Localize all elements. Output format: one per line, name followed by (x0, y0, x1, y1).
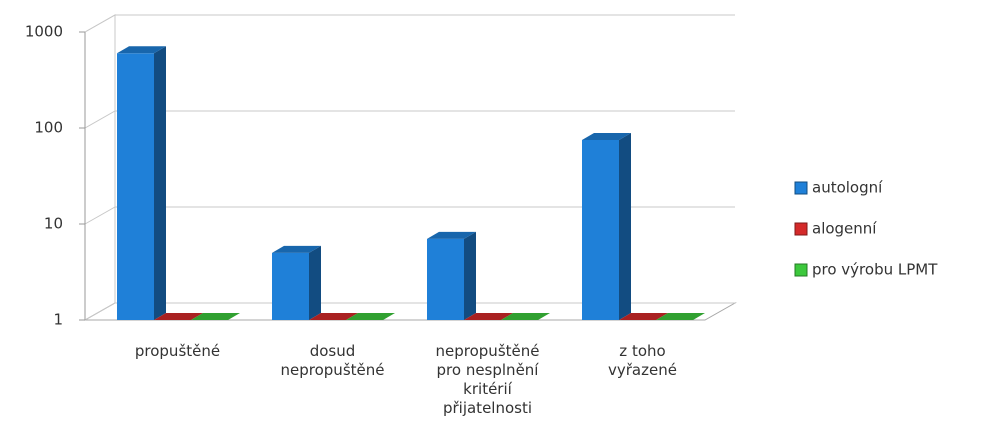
legend-swatch (794, 263, 808, 277)
bar-top (582, 132, 631, 140)
bar-top (272, 245, 321, 253)
x-tick-label: dosud nepropuštěné (280, 342, 385, 379)
bar-front (582, 139, 619, 320)
bar-top (619, 313, 668, 320)
grid-line (84, 14, 735, 33)
bar-top (191, 313, 240, 320)
legend-swatch (794, 222, 808, 236)
y-tick-label: 1 (53, 311, 63, 329)
grid-line (84, 110, 735, 129)
legend-label: pro výrobu LPMT (812, 261, 938, 279)
back-wall (84, 14, 116, 321)
bar-top (464, 313, 513, 320)
bar-top (117, 46, 166, 54)
y-tick-label: 1000 (25, 23, 63, 41)
x-tick-label: nepropuštěné pro nesplnění kritérií přij… (435, 342, 540, 417)
bar-front (427, 238, 464, 320)
bar-side (154, 46, 166, 320)
bar-top (501, 313, 550, 320)
bar-top (427, 231, 476, 239)
bar-front (117, 53, 154, 320)
bar-top (309, 313, 358, 320)
bar-top (154, 313, 203, 320)
bar-top (346, 313, 395, 320)
legend-label: autologní (812, 179, 883, 197)
bar-side (309, 245, 321, 320)
x-tick-label: z toho vyřazené (608, 342, 677, 379)
x-tick-label: propuštěné (134, 342, 221, 360)
legend-label: alogenní (812, 220, 877, 238)
bar-front (272, 252, 309, 320)
grid-line (84, 302, 735, 321)
grid-line (84, 206, 735, 225)
bar-top (656, 313, 705, 320)
y-tick-label: 10 (44, 215, 63, 233)
y-tick-label: 100 (34, 119, 63, 137)
bar-side (464, 231, 476, 320)
bar-side (619, 132, 631, 320)
legend-swatch (794, 181, 808, 195)
